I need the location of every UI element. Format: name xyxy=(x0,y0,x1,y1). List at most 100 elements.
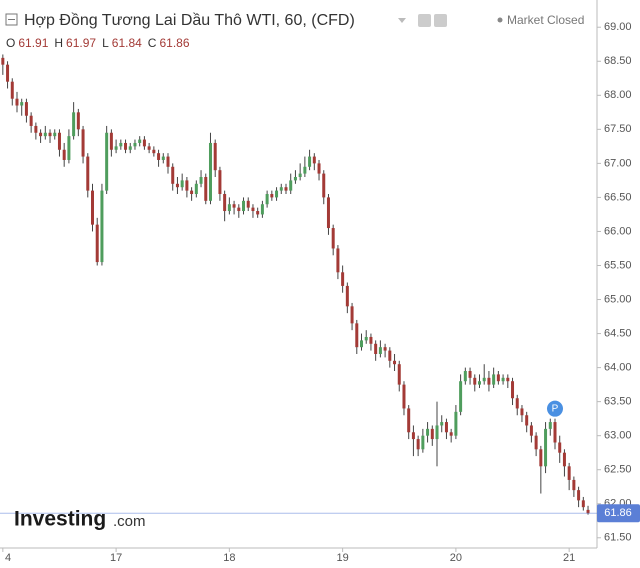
y-tick-label: 68.00 xyxy=(604,89,632,101)
candle-body xyxy=(57,132,61,150)
collapse-icon[interactable] xyxy=(5,13,18,26)
candle-body xyxy=(237,207,241,212)
y-tick-label: 63.50 xyxy=(604,396,632,408)
candle-body xyxy=(43,132,47,137)
candle-body xyxy=(303,166,307,174)
candle-body xyxy=(86,156,90,191)
ohlc-label: L xyxy=(102,36,109,50)
candle-body xyxy=(374,343,378,354)
candle-body xyxy=(175,183,179,188)
candle-body xyxy=(402,384,406,409)
candle-body xyxy=(529,425,533,436)
ohlc-value: 61.91 xyxy=(18,36,48,50)
candle-body xyxy=(341,272,345,286)
candle-body xyxy=(463,371,467,382)
candle-body xyxy=(444,422,448,433)
visibility-icon[interactable] xyxy=(418,14,431,27)
candle-body xyxy=(345,285,349,307)
candle-body xyxy=(468,371,472,378)
candle-body xyxy=(284,187,288,191)
candle-body xyxy=(67,136,71,160)
candle-body xyxy=(411,432,415,440)
y-tick-label: 65.50 xyxy=(604,259,632,271)
candle-body xyxy=(487,377,491,385)
candle-body xyxy=(53,132,57,137)
candle-body xyxy=(407,408,411,433)
y-tick-label: 67.50 xyxy=(604,123,632,135)
candle-body xyxy=(312,156,316,164)
candle-body xyxy=(506,377,510,382)
candle-body xyxy=(90,190,94,225)
y-tick-label: 66.50 xyxy=(604,191,632,203)
candle-body xyxy=(6,64,10,82)
candle-body xyxy=(383,347,387,351)
y-tick-label: 67.00 xyxy=(604,157,632,169)
candle-body xyxy=(166,156,170,167)
y-tick-label: 68.50 xyxy=(604,55,632,67)
candle-body xyxy=(185,180,189,191)
ohlc-value: 61.86 xyxy=(159,36,189,50)
candle-body xyxy=(275,190,279,198)
ohlc-value: 61.84 xyxy=(112,36,142,50)
x-tick-label: 19 xyxy=(337,552,349,564)
candle-body xyxy=(213,142,217,171)
candle-body xyxy=(454,411,458,436)
event-marker xyxy=(546,400,563,417)
candle-body xyxy=(256,211,260,215)
candle-body xyxy=(567,466,571,480)
candle-body xyxy=(492,374,496,385)
ohlc-label: C xyxy=(148,36,157,50)
candle-body xyxy=(322,173,326,198)
y-tick-label: 66.00 xyxy=(604,225,632,237)
ohlc-value: 61.97 xyxy=(66,36,96,50)
candle-body xyxy=(581,500,585,508)
candle-body xyxy=(520,408,524,416)
y-tick-label: 63.00 xyxy=(604,430,632,442)
candle-body xyxy=(138,139,142,143)
settings-icon[interactable] xyxy=(434,14,447,27)
candle-body xyxy=(393,360,397,365)
candle-body xyxy=(29,115,33,126)
candle-body xyxy=(298,173,302,177)
candle-body xyxy=(360,340,364,348)
candle-body xyxy=(355,323,359,348)
candle-body xyxy=(260,204,264,215)
candle-body xyxy=(270,194,274,198)
candle-body xyxy=(511,381,515,399)
candle-body xyxy=(558,442,562,453)
candle-body xyxy=(378,347,382,354)
watermark-brand: Investing xyxy=(14,508,106,531)
candle-body xyxy=(81,129,85,157)
candle-body xyxy=(449,432,453,436)
x-tick-label: 18 xyxy=(223,552,235,564)
candle-body xyxy=(553,422,557,443)
candle-body xyxy=(208,142,212,201)
candle-body xyxy=(62,149,66,160)
candle-body xyxy=(572,479,576,491)
y-tick-label: 64.00 xyxy=(604,362,632,374)
candle-body xyxy=(350,306,354,324)
candle-body xyxy=(152,149,156,154)
candle-body xyxy=(430,428,434,440)
candle-body xyxy=(482,377,486,382)
candle-body xyxy=(515,398,519,409)
candle-body xyxy=(39,132,43,137)
status-dot xyxy=(497,17,503,23)
candle-body xyxy=(548,422,552,429)
market-status: Market Closed xyxy=(507,13,584,27)
candle-body xyxy=(190,190,194,195)
x-tick-label: 20 xyxy=(450,552,462,564)
candle-body xyxy=(426,428,430,436)
candle-body xyxy=(544,428,548,467)
dropdown-icon[interactable] xyxy=(398,18,406,23)
candle-body xyxy=(227,204,231,212)
candle-body xyxy=(473,377,477,385)
candle-body xyxy=(15,98,19,106)
candle-body xyxy=(72,112,76,137)
candle-body xyxy=(147,146,151,150)
event-marker-label: P xyxy=(552,403,559,414)
candle-body xyxy=(416,439,420,450)
candle-body xyxy=(477,381,481,385)
candle-body xyxy=(246,200,250,208)
